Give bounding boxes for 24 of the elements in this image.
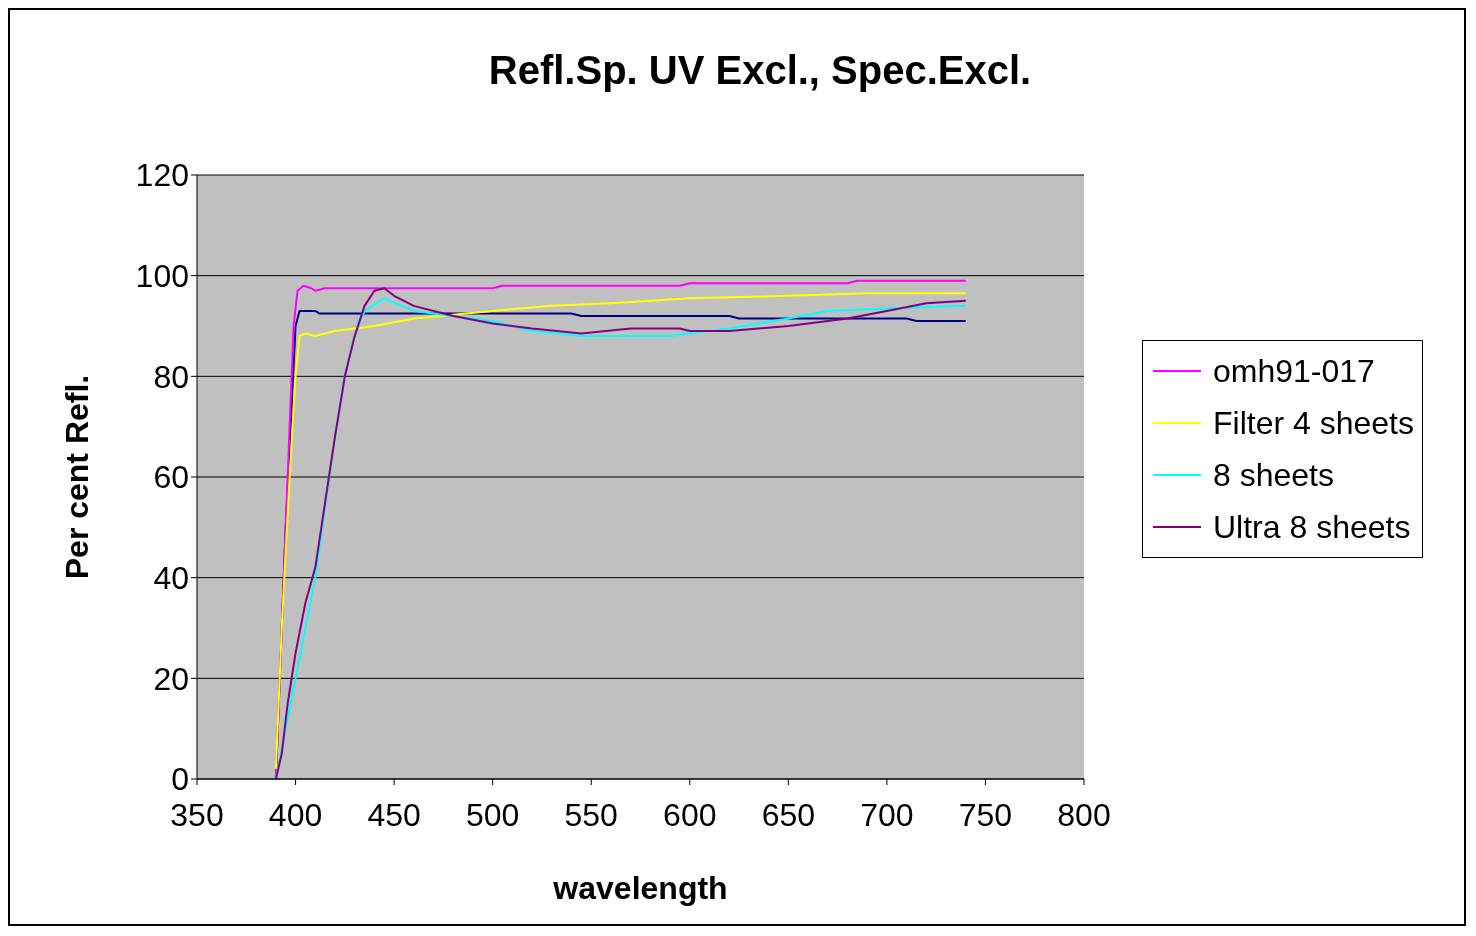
x-tick-label: 750 [958, 796, 1013, 833]
legend-label: omh91-017 [1213, 352, 1375, 391]
x-tick-label: 800 [1057, 796, 1111, 833]
x-tick-label: 600 [663, 796, 717, 833]
x-tick-label: 700 [860, 796, 914, 833]
y-tick-label: 100 [135, 258, 189, 295]
y-tick-label: 40 [153, 560, 189, 597]
x-tick-label: 450 [367, 796, 421, 833]
x-tick-label: 350 [170, 796, 224, 833]
legend-label: Ultra 8 sheets [1213, 508, 1411, 547]
x-tick-label: 400 [268, 796, 323, 833]
y-tick-label: 20 [153, 660, 189, 697]
x-axis-title: wavelength [552, 870, 728, 906]
y-axis-title: Per cent Refl. [59, 374, 96, 580]
y-tick-label: 80 [153, 358, 189, 395]
legend-label: 8 sheets [1213, 456, 1334, 495]
x-tick-label: 650 [761, 796, 816, 833]
y-tick-label: 120 [135, 157, 189, 194]
x-tick-label: 500 [465, 796, 520, 833]
y-tick-label: 0 [171, 761, 189, 798]
chart-title: Refl.Sp. UV Excl., Spec.Excl. [487, 48, 1033, 93]
x-tick-label: 550 [564, 796, 618, 833]
legend-label: Filter 4 sheets [1213, 404, 1414, 443]
y-tick-label: 60 [153, 459, 189, 496]
